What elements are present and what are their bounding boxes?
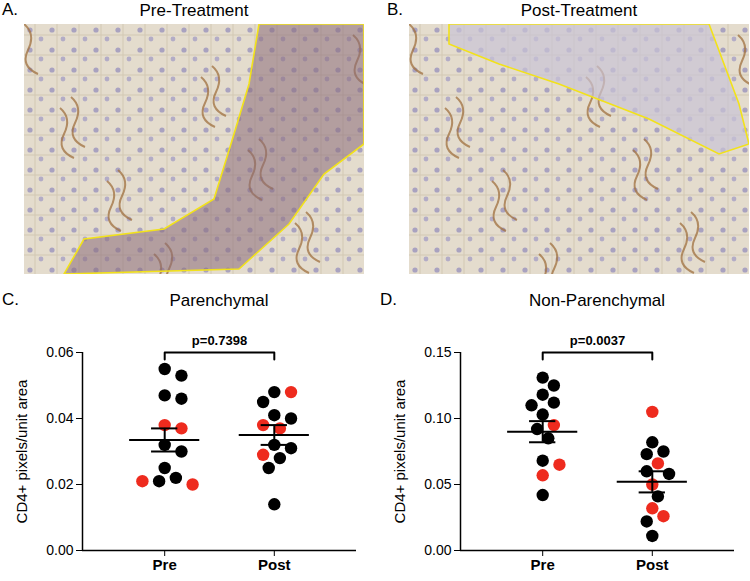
html-text:D.: D. — [380, 290, 397, 309]
html-text:Pre-Treatment: Pre-Treatment — [139, 1, 249, 20]
svg-text:0.00: 0.00 — [46, 542, 73, 558]
svg-text:p=0.7398: p=0.7398 — [192, 333, 247, 348]
svg-text:Pre: Pre — [531, 556, 555, 573]
svg-text:0.00: 0.00 — [424, 542, 451, 558]
svg-text:0.02: 0.02 — [46, 476, 73, 492]
svg-text:Post: Post — [258, 556, 291, 573]
html-text:C.: C. — [2, 290, 19, 309]
svg-text:Post: Post — [636, 556, 669, 573]
html-text:Non-Parenchymal: Non-Parenchymal — [529, 291, 665, 310]
html-text:Parenchymal: Parenchymal — [169, 291, 269, 310]
svg-text:0.04: 0.04 — [46, 410, 73, 426]
svg-text:CD4+ pixels/unit area: CD4+ pixels/unit area — [391, 379, 408, 523]
svg-text:CD4+ pixels/unit area: CD4+ pixels/unit area — [13, 379, 30, 523]
svg-text:0.15: 0.15 — [424, 344, 451, 360]
html-text:Post-Treatment: Post-Treatment — [520, 1, 638, 20]
svg-text:p=0.0037: p=0.0037 — [570, 333, 625, 348]
svg-text:0.06: 0.06 — [46, 344, 73, 360]
svg-text:0.05: 0.05 — [424, 476, 451, 492]
html-text:B.: B. — [387, 0, 404, 19]
svg-text:0.10: 0.10 — [424, 410, 451, 426]
svg-text:Pre: Pre — [153, 556, 177, 573]
html-text:A.: A. — [2, 0, 19, 19]
